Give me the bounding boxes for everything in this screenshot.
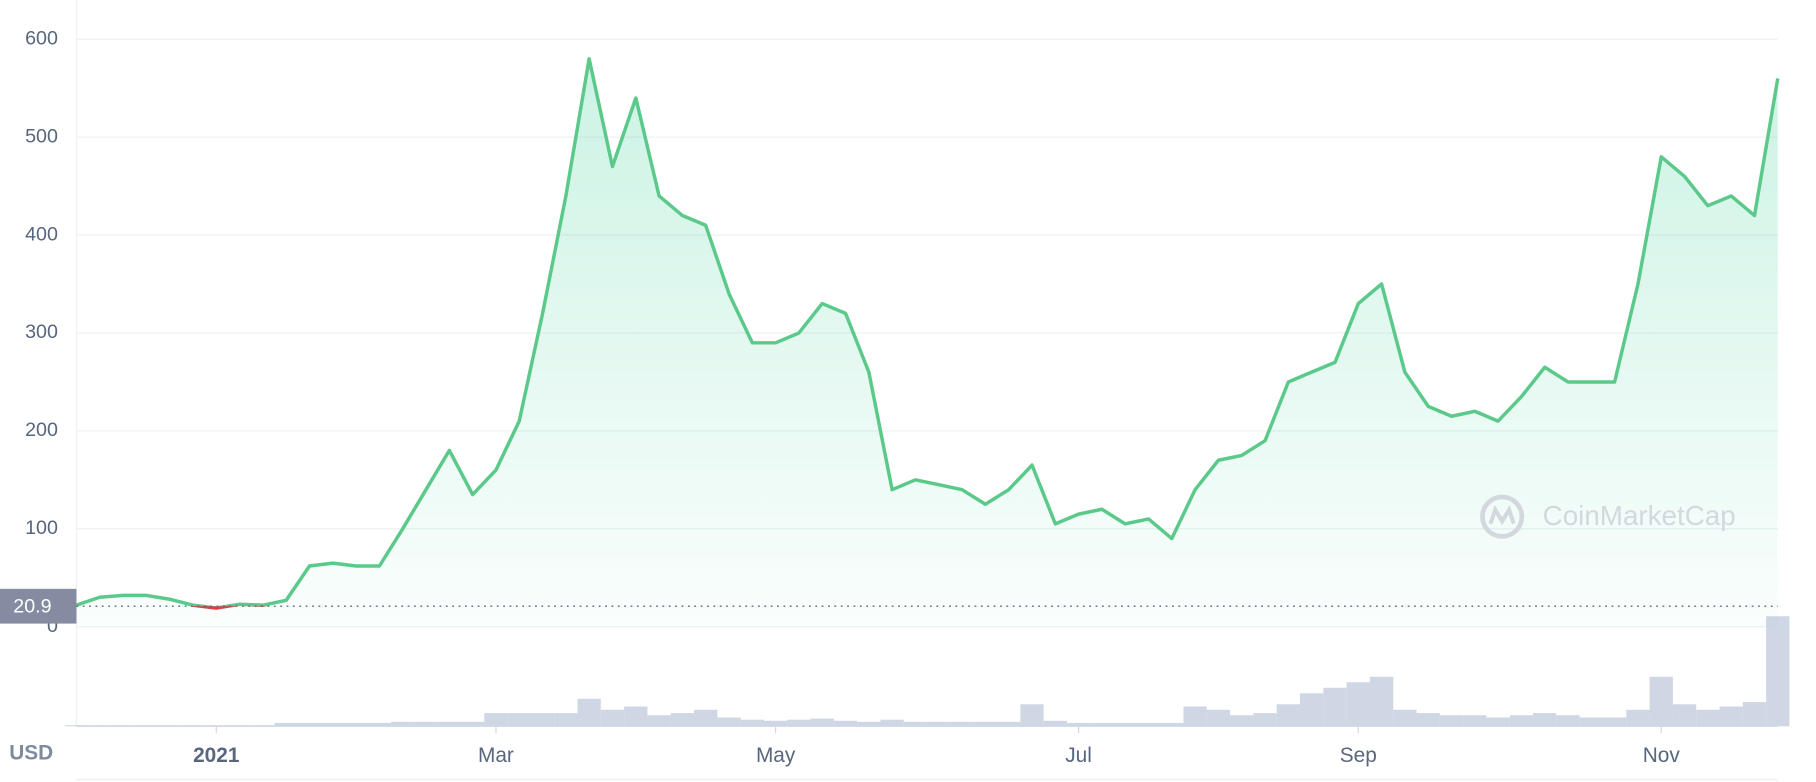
volume-bar bbox=[1346, 682, 1370, 727]
reference-badge bbox=[0, 588, 77, 624]
volume-bar bbox=[857, 721, 881, 727]
volume-bar bbox=[997, 721, 1021, 727]
volume-bar bbox=[694, 709, 718, 727]
volume-bar bbox=[787, 719, 811, 727]
volume-bar bbox=[1393, 709, 1417, 727]
volume-bar bbox=[530, 713, 555, 727]
reference-label: 20.9 bbox=[13, 596, 51, 618]
unit-label: USD bbox=[9, 742, 53, 765]
watermark-logo bbox=[1480, 494, 1525, 539]
volume-bar bbox=[1766, 616, 1790, 727]
volume-bar bbox=[554, 713, 578, 727]
volume-bar bbox=[833, 720, 858, 727]
volume-bar bbox=[950, 721, 974, 727]
volume-bar bbox=[1696, 709, 1720, 727]
y-tick-label: 400 bbox=[25, 223, 58, 245]
volume-bar bbox=[1136, 722, 1161, 727]
volume-bar bbox=[973, 721, 998, 727]
volume-bar bbox=[1649, 676, 1673, 727]
volume-bar bbox=[577, 698, 601, 727]
price-area bbox=[76, 58, 1778, 627]
volume-bar bbox=[367, 722, 392, 727]
watermark: CoinMarketCap bbox=[1480, 494, 1736, 539]
x-tick-label: Mar bbox=[478, 744, 514, 767]
volume-bar bbox=[297, 722, 322, 727]
y-tick-label: 100 bbox=[25, 517, 58, 539]
volume-bar bbox=[1463, 715, 1487, 727]
volume-bar bbox=[1253, 713, 1277, 727]
volume-bar bbox=[1020, 704, 1044, 727]
volume-bar bbox=[647, 715, 671, 727]
y-tick-label: 300 bbox=[25, 321, 58, 343]
volume-bar bbox=[1486, 717, 1510, 727]
volume-bar bbox=[437, 721, 461, 727]
volume-bar bbox=[1626, 709, 1650, 727]
volume-bar bbox=[1276, 704, 1301, 727]
y-tick-label: 600 bbox=[25, 27, 58, 49]
volume-bar bbox=[1509, 715, 1534, 727]
x-tick-label: Sep bbox=[1340, 744, 1377, 767]
y-tick-label: 200 bbox=[25, 419, 58, 441]
volume-bar bbox=[460, 721, 485, 727]
volume-bar bbox=[391, 721, 415, 727]
volume-bar bbox=[1230, 715, 1254, 727]
volume-bar bbox=[1719, 706, 1743, 727]
volume-bar bbox=[1066, 722, 1091, 727]
volume-bar bbox=[1160, 722, 1184, 727]
x-tick-label: May bbox=[756, 744, 796, 767]
volume-bar bbox=[600, 709, 625, 727]
volume-bar bbox=[927, 721, 951, 727]
volume-bar bbox=[1323, 687, 1347, 727]
volume-bar bbox=[763, 720, 788, 727]
volume-bar bbox=[1672, 704, 1697, 727]
volume-bar bbox=[1533, 713, 1557, 727]
price-line bbox=[75, 57, 1780, 610]
x-tick-label: Jul bbox=[1065, 744, 1092, 767]
volume-bar bbox=[1369, 676, 1394, 727]
y-tick-label: 500 bbox=[25, 125, 58, 147]
volume-bar bbox=[740, 719, 764, 727]
volume-bar bbox=[717, 717, 741, 727]
volume-bar bbox=[1043, 720, 1067, 727]
volume-bar bbox=[1602, 717, 1627, 727]
volume-bar bbox=[344, 722, 368, 727]
volume-bar bbox=[810, 718, 834, 727]
watermark-text: CoinMarketCap bbox=[1543, 500, 1736, 531]
volume-bar bbox=[1206, 709, 1231, 727]
volume-bar bbox=[1183, 706, 1207, 727]
volume-bar bbox=[414, 721, 438, 727]
volume-bar bbox=[1090, 722, 1114, 727]
volume-bar bbox=[1556, 715, 1580, 727]
volume-bar bbox=[321, 722, 345, 727]
volume-bar bbox=[507, 713, 531, 727]
watermark-logo-m bbox=[1488, 504, 1516, 526]
volume-bar bbox=[484, 713, 508, 727]
y-tick-label: 0 bbox=[47, 615, 58, 637]
volume-bar bbox=[1579, 717, 1603, 727]
x-tick-label: 2021 bbox=[193, 744, 239, 767]
volume-bar bbox=[670, 713, 695, 727]
volume-bar bbox=[1300, 693, 1324, 727]
volume-bar bbox=[1113, 722, 1137, 727]
volume-bar bbox=[1416, 713, 1440, 727]
volume-bar bbox=[274, 722, 298, 727]
volume-bar bbox=[1742, 702, 1767, 727]
volume-bar bbox=[1439, 715, 1464, 727]
x-tick-label: Nov bbox=[1643, 744, 1681, 767]
volume-bar bbox=[624, 706, 648, 727]
volume-bar bbox=[903, 721, 928, 727]
volume-bar bbox=[880, 719, 904, 727]
